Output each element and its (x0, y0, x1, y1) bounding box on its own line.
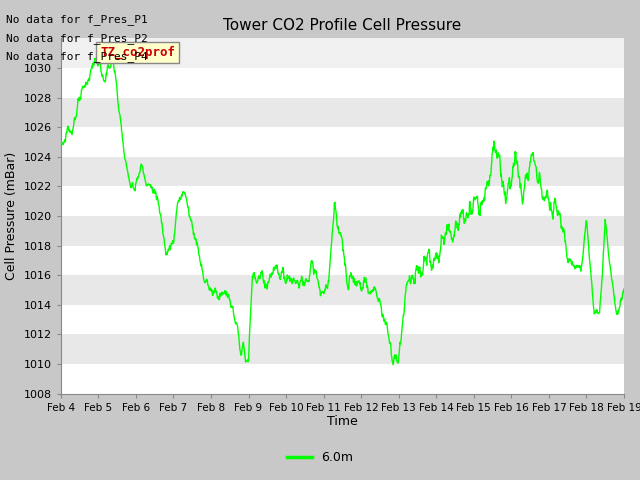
Title: Tower CO2 Profile Cell Pressure: Tower CO2 Profile Cell Pressure (223, 18, 461, 33)
Bar (61, 157, 624, 186)
Bar (61, 127, 624, 157)
Bar (61, 275, 624, 305)
Bar (61, 186, 624, 216)
Text: No data for f_Pres_P2: No data for f_Pres_P2 (6, 33, 148, 44)
Bar (61, 364, 624, 394)
Bar (61, 68, 624, 97)
Bar (61, 216, 624, 246)
Y-axis label: Cell Pressure (mBar): Cell Pressure (mBar) (5, 152, 18, 280)
Bar (61, 246, 624, 275)
Text: No data for f_Pres_P4: No data for f_Pres_P4 (6, 51, 148, 62)
X-axis label: Time: Time (327, 415, 358, 429)
Bar (61, 97, 624, 127)
Text: TZ_co2prof: TZ_co2prof (100, 46, 175, 60)
Bar (61, 305, 624, 335)
Text: No data for f_Pres_P1: No data for f_Pres_P1 (6, 14, 148, 25)
Legend: 6.0m: 6.0m (282, 446, 358, 469)
Bar (61, 335, 624, 364)
